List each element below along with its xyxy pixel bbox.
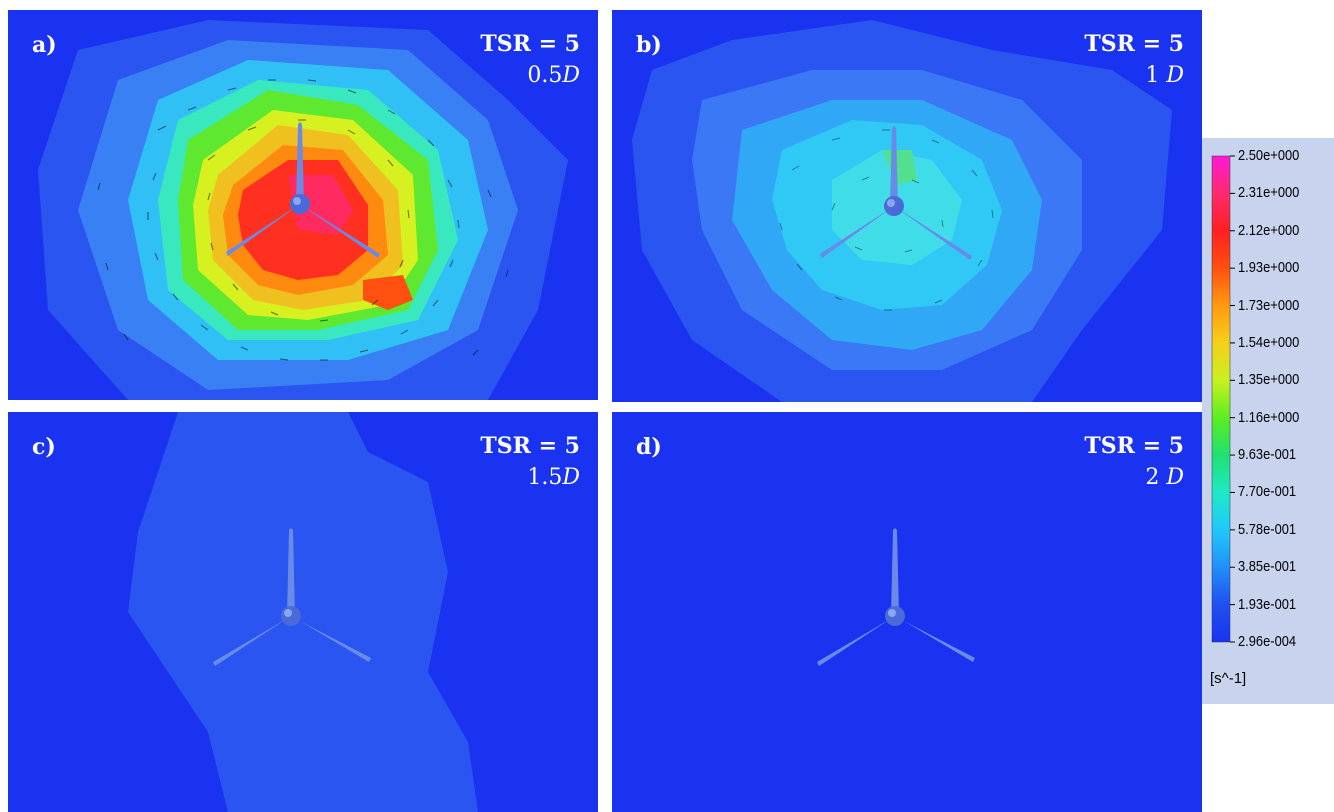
legend-tick-label: 1.73e+000 (1238, 296, 1300, 314)
color-scale-bar (1211, 155, 1235, 643)
turbine-rotor (226, 122, 380, 258)
panel-info: TSR = 5 0.5D (480, 28, 580, 92)
legend-tick-label: 2.50e+000 (1238, 147, 1300, 164)
legend-tick-label: 2.31e+000 (1238, 184, 1300, 202)
legend-unit: [s^-1] (1210, 670, 1247, 687)
legend-tick-label: 1.35e+000 (1238, 371, 1300, 389)
contour-panel-c: c) TSR = 5 1.5D (8, 412, 598, 812)
legend-tick-label: 2.96e-004 (1238, 633, 1297, 650)
distance-label: 1.5D (527, 465, 580, 490)
turbine-rotor (213, 528, 371, 666)
legend-tick-label: 7.70e-001 (1238, 483, 1297, 501)
panel-label: c) (32, 434, 56, 460)
contour-panel-b: b) TSR = 5 1 D (612, 10, 1202, 402)
contour-panel-a: a) TSR = 5 0.5D (8, 10, 598, 400)
legend-tick-label: 3.85e-001 (1238, 558, 1297, 576)
panel-info: TSR = 5 1 D (1084, 28, 1184, 92)
vorticity-field-a (8, 10, 598, 400)
legend-tick-label: 1.93e+000 (1238, 259, 1300, 277)
legend-tick-label: 1.93e-001 (1238, 595, 1297, 613)
tsr-label: TSR = 5 (480, 31, 580, 57)
vorticity-field-d (612, 412, 1202, 812)
legend-tick-label: 1.54e+000 (1238, 333, 1300, 351)
panel-info: TSR = 5 1.5D (480, 430, 580, 494)
legend-tick-label: 5.78e-001 (1238, 520, 1297, 538)
tsr-label: TSR = 5 (1084, 433, 1184, 459)
vorticity-field-c (8, 412, 598, 812)
color-legend: 2.50e+000 2.31e+000 2.12e+000 1.93e+000 1.73… (1202, 138, 1334, 704)
panel-label: d) (636, 434, 662, 460)
tsr-label: TSR = 5 (1084, 31, 1184, 57)
distance-label: 0.5D (527, 63, 580, 88)
contour-panel-d: d) TSR = 5 2 D (612, 412, 1202, 812)
panel-label: a) (32, 32, 57, 58)
panel-label: b) (636, 32, 662, 58)
panel-info: TSR = 5 2 D (1084, 430, 1184, 494)
turbine-rotor (817, 528, 975, 666)
turbine-rotor (820, 126, 972, 260)
legend-tick-label: 9.63e-001 (1238, 446, 1297, 464)
legend-tick-label: 2.12e+000 (1238, 221, 1300, 239)
vorticity-field-b (612, 10, 1202, 402)
tsr-label: TSR = 5 (480, 433, 580, 459)
legend-tick-label: 1.16e+000 (1238, 408, 1300, 426)
distance-label: 2 D (1145, 465, 1184, 490)
distance-label: 1 D (1145, 63, 1184, 88)
